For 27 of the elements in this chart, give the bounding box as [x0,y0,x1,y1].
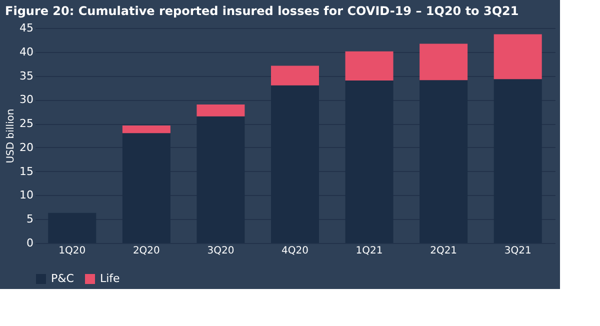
y-axis-title: USD billion [6,108,17,164]
x-tick-label: 2Q21 [430,246,458,256]
legend-label: P&C [51,272,74,285]
y-tick-label: 40 [20,45,34,58]
bar [196,104,245,116]
y-tick-label: 20 [20,140,34,154]
y-tick-label: 5 [26,212,34,226]
chart-title: Figure 20: Cumulative reported insured losses for COVID-19 – 1Q20 to 3Q21 [5,4,519,18]
y-tick-label: 15 [20,164,34,178]
x-tick-label: 3Q21 [504,246,532,256]
y-tick-label: 0 [26,236,34,250]
y-tick-label: 10 [20,188,34,202]
y-tick-label: 30 [20,93,34,106]
y-tick-label: 35 [20,69,34,82]
x-tick-label: 4Q20 [282,246,308,256]
bar [271,66,319,86]
x-tick-label: 3Q20 [207,246,234,256]
x-tick-label: 1Q21 [356,246,383,256]
x-tick-label: 2Q20 [132,246,160,256]
bar [122,125,170,134]
x-tick-label: 1Q20 [58,246,86,256]
bar [420,44,468,80]
bar [345,51,394,81]
y-tick-label: 25 [20,117,34,130]
bar [494,34,542,80]
legend-label: Life [100,272,120,285]
y-tick-label: 45 [20,22,34,34]
